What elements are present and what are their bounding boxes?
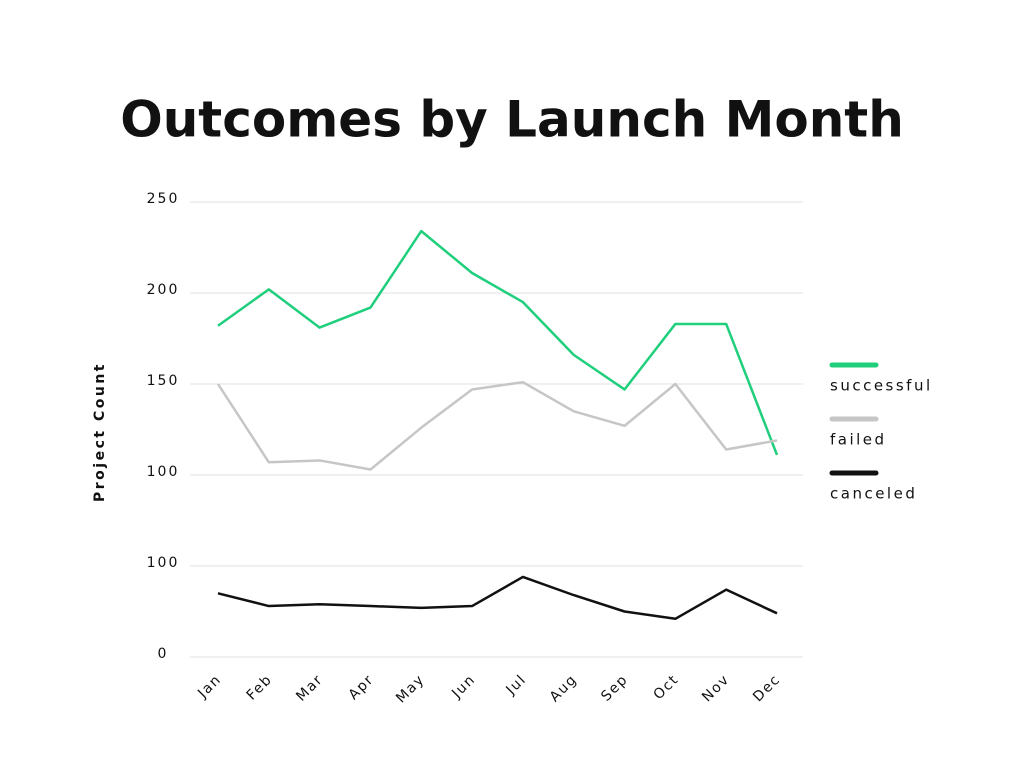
series-line [216, 380, 778, 471]
series-line [217, 229, 779, 456]
x-tick-label: Oct [651, 672, 683, 704]
legend-label: canceled [830, 485, 917, 503]
y-tick-label: 0 [158, 646, 169, 662]
legend-label: successful [830, 377, 933, 395]
y-tick-label: 250 [147, 191, 180, 207]
x-tick-label: Aug [547, 672, 581, 706]
x-tick-label: Dec [750, 672, 784, 706]
x-tick-label: Sep [598, 672, 631, 705]
x-tick-label: May [393, 672, 428, 707]
x-tick-label: Mar [293, 672, 326, 705]
x-tick-label: Jan [194, 672, 224, 702]
x-tick-label: Apr [346, 672, 378, 704]
y-tick-label: 200 [147, 282, 180, 298]
y-axis-label: Project Count [92, 362, 108, 502]
x-tick-label: Jun [448, 672, 479, 703]
y-tick-label: 100 [147, 464, 180, 480]
series-line [217, 575, 778, 621]
chart-title: Outcomes by Launch Month [120, 91, 904, 149]
x-tick-label: Feb [244, 672, 276, 704]
x-tick-label: Jul [503, 672, 530, 699]
x-tick-label: Nov [699, 672, 733, 706]
y-tick-label: 150 [147, 373, 180, 389]
legend-label: failed [830, 431, 887, 449]
y-tick-label: 100 [147, 555, 180, 571]
